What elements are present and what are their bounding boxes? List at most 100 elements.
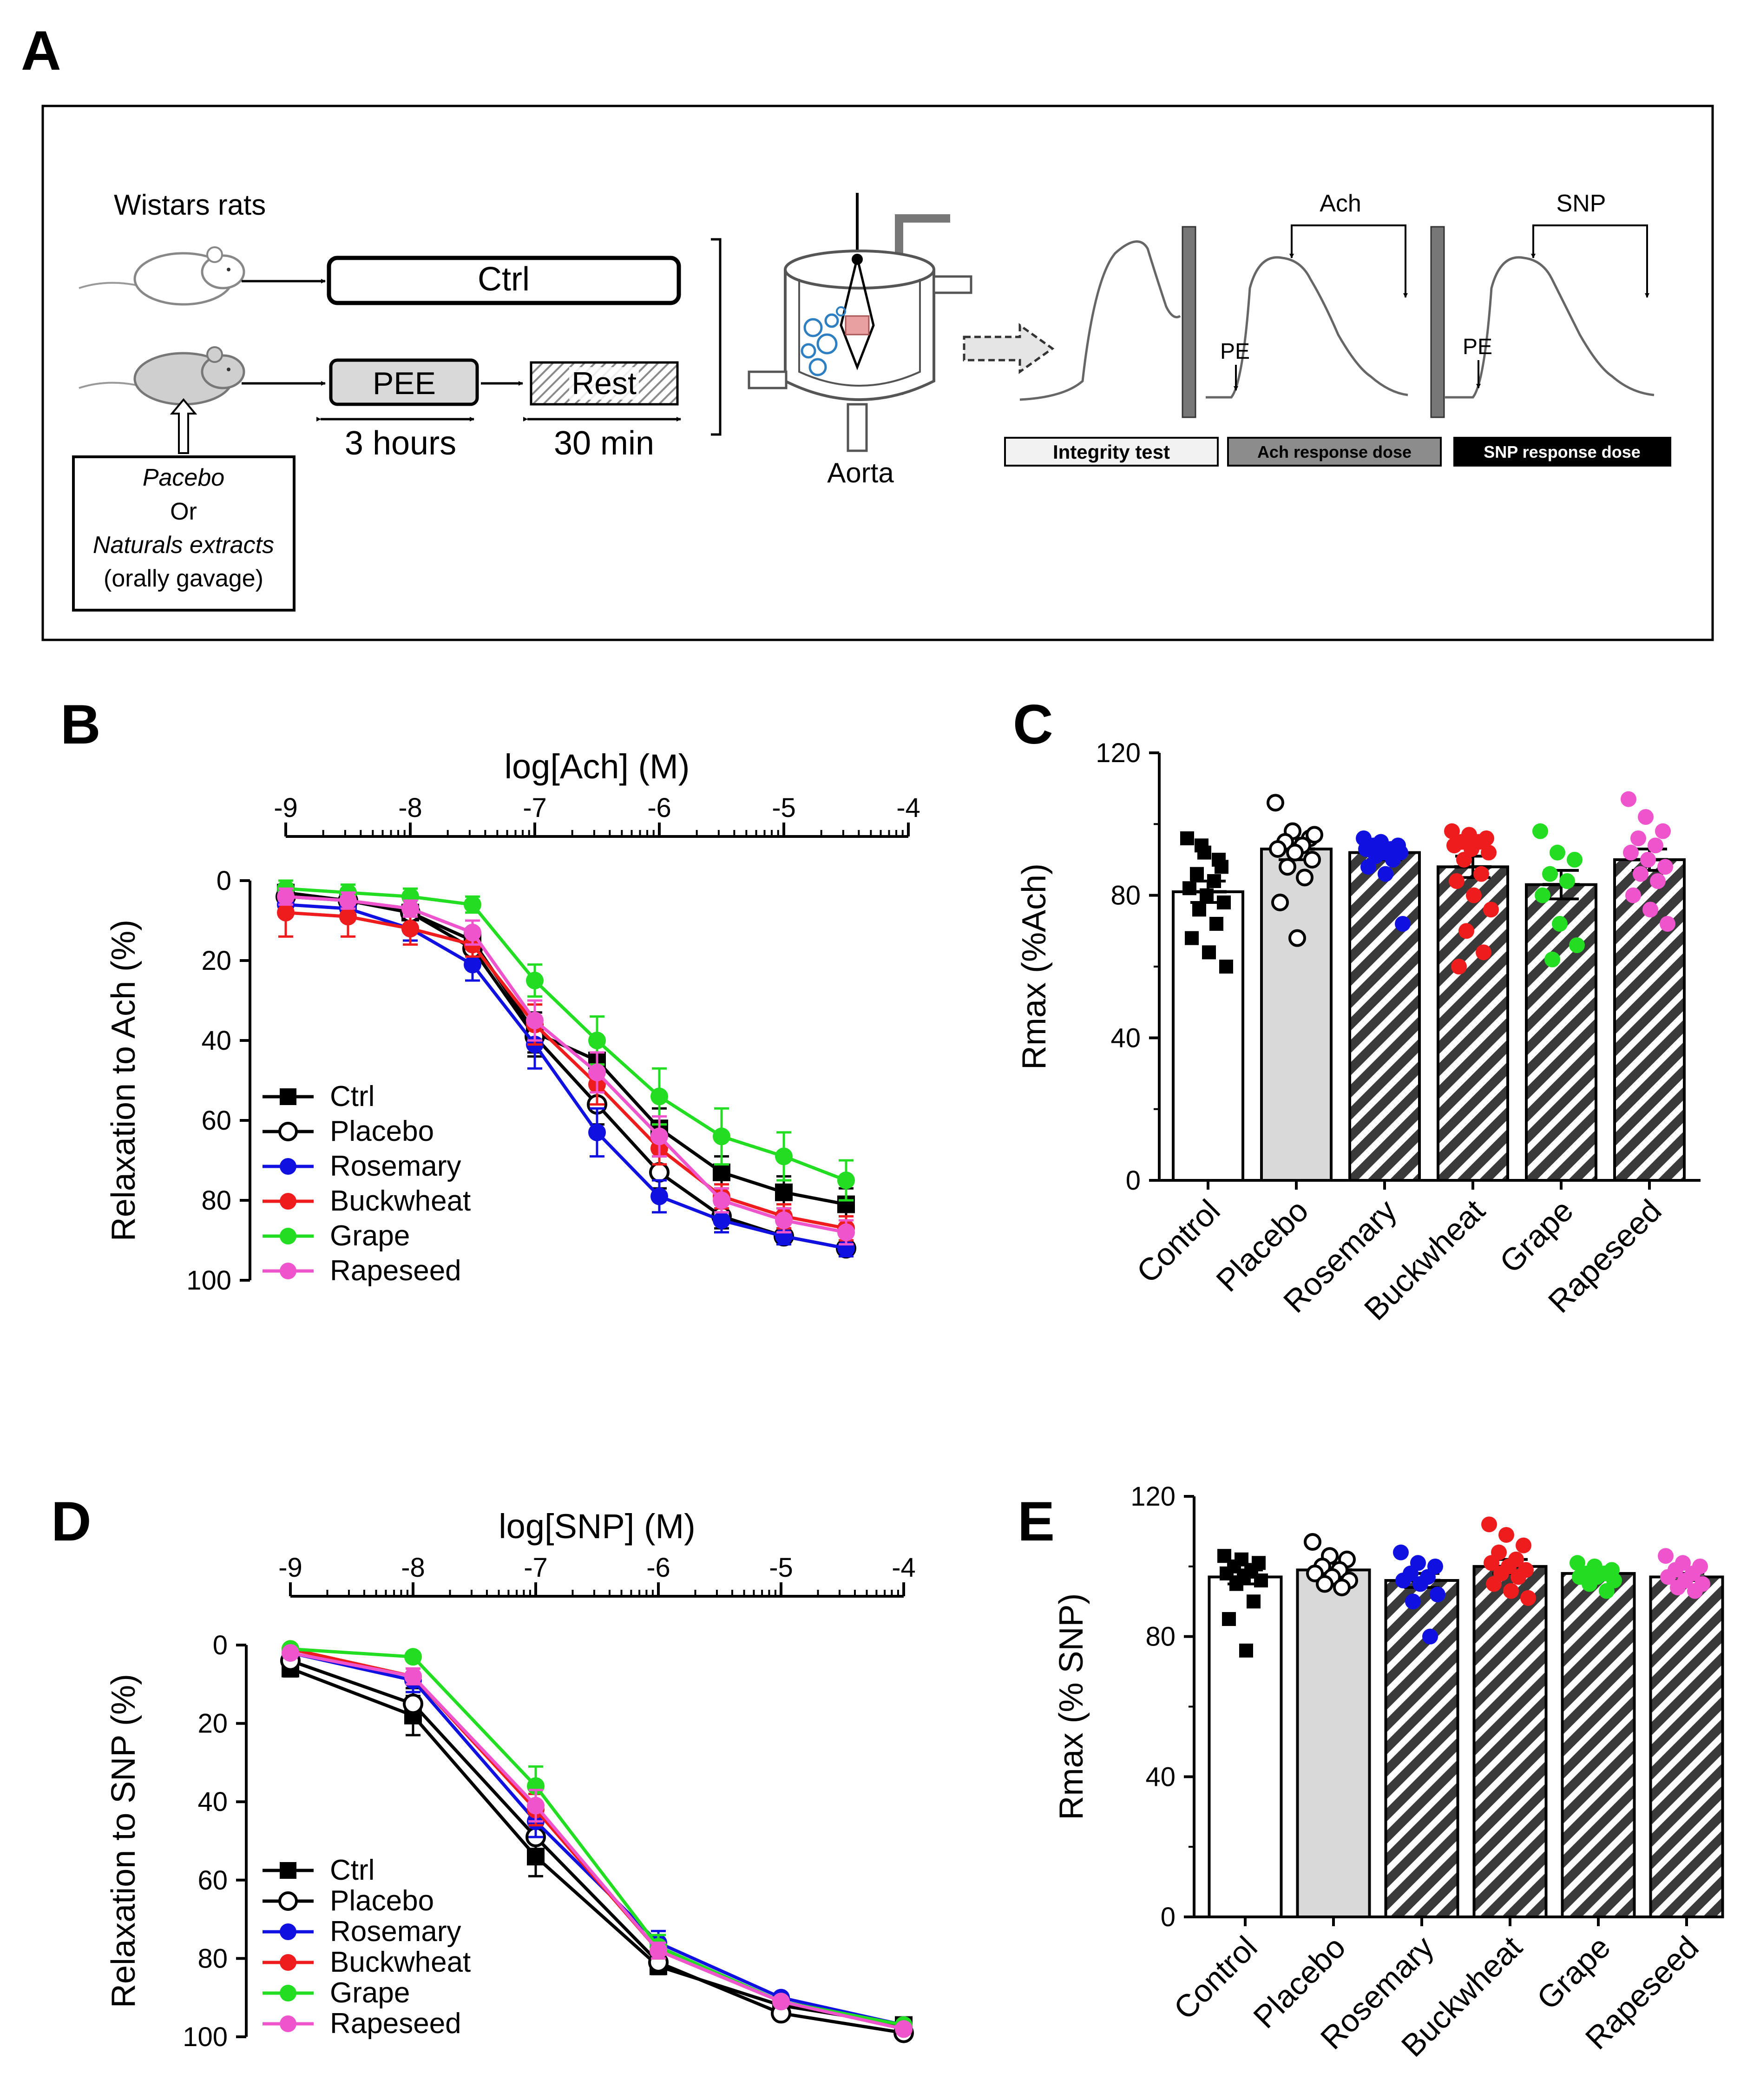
x-tick-label: -4 <box>896 793 920 823</box>
marker-rapeseed <box>895 2020 913 2038</box>
treatment-line-1: Pacebo <box>143 464 224 491</box>
data-point <box>1446 837 1462 854</box>
bar-group-rapeseed <box>1613 791 1686 1182</box>
grey-rat-icon <box>79 346 245 406</box>
marker-rapeseed <box>713 1192 730 1209</box>
data-point <box>1670 1580 1686 1596</box>
ach-label: Ach <box>1320 190 1361 217</box>
bar-group-rapeseed <box>1649 1548 1724 1918</box>
marker-rapeseed <box>339 892 357 909</box>
data-point <box>1625 887 1641 903</box>
data-point <box>1623 844 1639 861</box>
marker-grape <box>280 1228 296 1244</box>
data-point <box>1269 840 1287 858</box>
x-tick-label: -8 <box>398 793 422 823</box>
marker-rapeseed <box>526 1012 544 1029</box>
y-tick-label: 60 <box>197 1865 228 1896</box>
y-axis-title: Rmax (% SNP) <box>1053 1593 1090 1820</box>
integrity-box <box>1004 437 1219 467</box>
x-axis-title: log[Ach] (M) <box>505 747 690 786</box>
data-point <box>1207 874 1221 888</box>
series-line <box>289 1667 904 2027</box>
bar <box>1296 1568 1371 1918</box>
data-point <box>1267 794 1284 812</box>
y-tick-label: 20 <box>201 946 231 976</box>
data-point <box>1660 1569 1676 1585</box>
y-tick-label: 0 <box>217 866 231 896</box>
legend-label: Rapeseed <box>330 1255 461 1287</box>
data-point <box>1621 791 1636 807</box>
x-tick-label: -9 <box>274 793 298 823</box>
data-point <box>1182 881 1196 895</box>
data-point <box>1222 1612 1236 1626</box>
marker-grape <box>526 972 544 989</box>
pe-label-1: PE <box>1220 339 1250 364</box>
marker-grape <box>650 1087 668 1106</box>
marker-rapeseed <box>527 1797 545 1815</box>
marker-buckwheat <box>280 1954 296 1971</box>
pee-box <box>329 358 479 406</box>
bar-group-control <box>1172 831 1244 1182</box>
data-point <box>1544 951 1560 968</box>
data-point <box>1483 902 1499 918</box>
y-tick-label: 0 <box>1126 1165 1141 1196</box>
bar <box>1260 848 1333 1182</box>
x-tick-label: -8 <box>401 1553 425 1583</box>
bar <box>1172 890 1244 1182</box>
data-point <box>1286 843 1304 862</box>
legend-label: Grape <box>330 1977 410 2009</box>
legend-label: Rapeseed <box>330 2008 461 2040</box>
wash-bar-2 <box>1430 226 1445 418</box>
legend: CtrlPlaceboRosemaryBuckwheatGrapeRapesee… <box>263 1080 471 1287</box>
y-tick-label: 20 <box>197 1709 228 1739</box>
marker-rapeseed <box>280 2015 296 2032</box>
y-tick-label: 0 <box>213 1630 228 1660</box>
y-tick-label: 120 <box>1130 1481 1176 1512</box>
data-point <box>1567 852 1583 868</box>
data-point <box>1229 1577 1243 1591</box>
data-point <box>1195 838 1208 853</box>
data-point <box>1306 826 1323 844</box>
data-point <box>1288 929 1306 947</box>
bar-group-buckwheat <box>1472 1516 1548 1918</box>
bar <box>1525 883 1597 1182</box>
bar <box>1208 1575 1283 1918</box>
data-point <box>1304 1533 1321 1551</box>
marker-buckwheat <box>277 903 295 922</box>
data-point <box>1395 916 1411 932</box>
data-point <box>1520 1590 1536 1606</box>
marker-rapeseed <box>650 1127 668 1145</box>
data-point <box>1430 1587 1445 1603</box>
data-point <box>1535 887 1550 903</box>
x-tick-label: -5 <box>769 1553 793 1583</box>
panel-label-b: B <box>60 693 101 756</box>
panel-label-c: C <box>1013 693 1053 756</box>
bar-group-placebo <box>1260 794 1333 1182</box>
data-point <box>1655 823 1671 839</box>
data-point <box>1412 1576 1428 1592</box>
marker-ctrl <box>775 1183 793 1201</box>
data-point <box>1333 1579 1351 1597</box>
y-axis-title: Relaxation to Ach (%) <box>105 920 142 1241</box>
marker-buckwheat <box>401 920 419 938</box>
y-tick-label: 40 <box>1145 1762 1176 1792</box>
data-point <box>1481 1516 1497 1533</box>
data-point <box>1660 916 1675 932</box>
y-tick-label: 60 <box>201 1106 231 1136</box>
data-point <box>1209 917 1223 931</box>
data-point <box>1486 1576 1502 1592</box>
bar-group-rosemary <box>1348 830 1421 1182</box>
bar <box>1472 1565 1548 1918</box>
schematic-frame <box>41 105 1714 641</box>
x-tick-label: -4 <box>892 1553 916 1583</box>
data-point <box>1200 888 1214 902</box>
data-point <box>1247 1594 1261 1609</box>
y-tick-label: 100 <box>183 2022 228 2052</box>
legend-label: Placebo <box>330 1115 434 1147</box>
data-point <box>1378 866 1393 882</box>
data-point <box>1473 866 1489 882</box>
marker-rapeseed <box>277 888 295 906</box>
marker-rapeseed <box>280 1263 296 1279</box>
ach-box-label: Ach response dose <box>1257 442 1412 461</box>
data-point <box>1650 873 1666 889</box>
